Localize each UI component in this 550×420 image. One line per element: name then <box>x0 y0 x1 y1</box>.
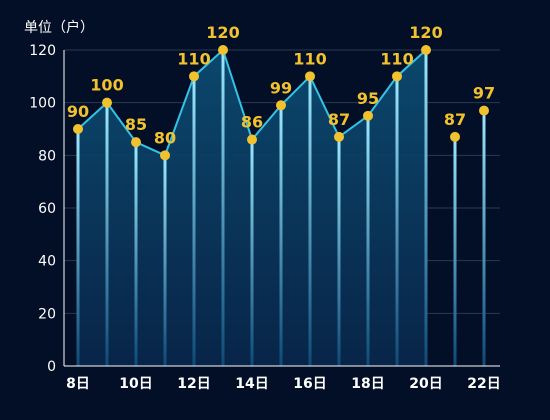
x-tick-label: 10日 <box>119 376 152 392</box>
data-point[interactable] <box>334 131 344 142</box>
data-point[interactable] <box>479 105 489 116</box>
drop-line <box>105 102 109 367</box>
data-label: 87 <box>328 110 350 129</box>
x-tick-label: 22日 <box>467 376 500 392</box>
y-tick-label: 60 <box>38 201 56 217</box>
drop-line <box>76 129 80 366</box>
x-tick-label: 18日 <box>351 376 384 392</box>
y-tick-label: 80 <box>38 148 56 164</box>
drop-line <box>482 110 486 366</box>
data-point[interactable] <box>189 71 199 82</box>
data-label: 110 <box>177 49 210 68</box>
data-points <box>73 45 489 161</box>
data-point[interactable] <box>131 137 141 148</box>
data-label: 120 <box>409 23 442 42</box>
data-point[interactable] <box>276 100 286 111</box>
data-point[interactable] <box>363 110 373 121</box>
data-label: 80 <box>154 128 176 147</box>
data-label: 110 <box>293 49 326 68</box>
data-point[interactable] <box>73 124 83 134</box>
y-tick-label: 0 <box>47 359 56 375</box>
data-label: 90 <box>67 102 89 121</box>
y-tick-label: 100 <box>29 96 56 112</box>
axes: 0 20 40 60 80 100 120 8日 10日 12日 14日 16日 18日 20日 22日 <box>29 43 500 392</box>
y-tick-label: 120 <box>29 43 56 59</box>
drop-line <box>308 76 312 366</box>
data-point[interactable] <box>450 131 460 142</box>
drop-line <box>279 105 283 367</box>
data-point[interactable] <box>218 45 228 55</box>
drop-line <box>337 136 341 366</box>
data-point[interactable] <box>102 97 112 108</box>
drop-line <box>395 76 399 366</box>
drop-line <box>221 50 225 366</box>
data-label: 100 <box>90 76 123 95</box>
data-point[interactable] <box>421 45 431 55</box>
y-tick-label: 20 <box>38 306 56 322</box>
x-tick-label: 20日 <box>409 376 442 392</box>
x-tick-label: 16日 <box>293 376 326 392</box>
drop-line <box>250 139 254 366</box>
data-label: 95 <box>357 89 379 108</box>
data-label: 120 <box>206 23 239 42</box>
data-label: 87 <box>444 110 466 129</box>
data-point[interactable] <box>160 150 170 161</box>
drop-line <box>163 155 167 366</box>
drop-line <box>192 76 196 366</box>
data-point[interactable] <box>392 71 402 82</box>
drop-lines <box>76 50 486 367</box>
data-label: 97 <box>473 84 495 103</box>
x-tick-label: 12日 <box>177 376 210 392</box>
drop-line <box>424 50 428 366</box>
x-tick-label: 8日 <box>66 376 90 392</box>
drop-line <box>366 115 370 366</box>
y-tick-label: 40 <box>38 254 56 270</box>
data-label: 86 <box>241 113 263 132</box>
data-label: 99 <box>270 78 292 97</box>
x-tick-label: 14日 <box>235 376 268 392</box>
unit-label: 单位（户） <box>24 19 94 36</box>
drop-line <box>453 136 457 366</box>
data-label: 85 <box>125 115 147 134</box>
drop-line <box>134 142 138 366</box>
data-point[interactable] <box>247 134 257 145</box>
data-point[interactable] <box>305 71 315 82</box>
data-label: 110 <box>380 49 413 68</box>
